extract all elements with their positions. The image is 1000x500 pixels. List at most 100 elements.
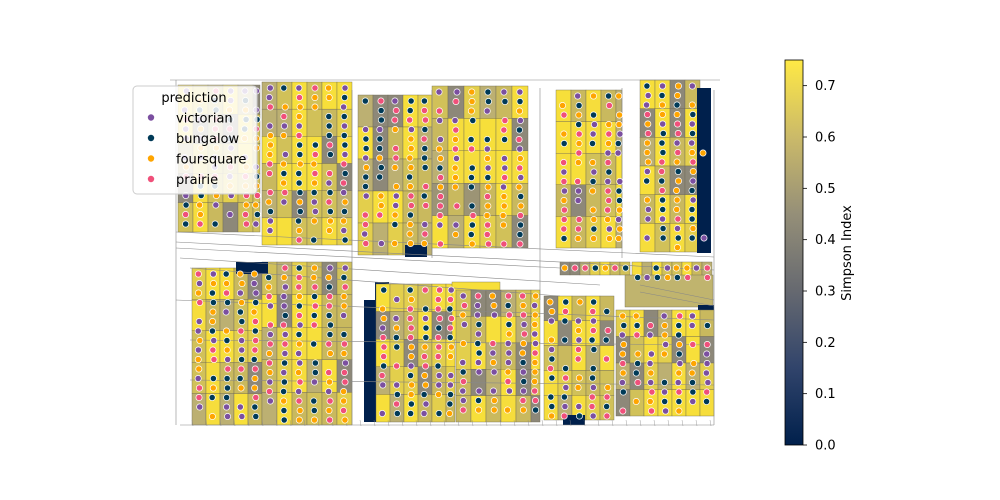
house-point bbox=[361, 230, 369, 238]
house-point bbox=[560, 159, 568, 166]
house-point bbox=[362, 192, 370, 200]
house-point bbox=[420, 410, 428, 417]
house-point bbox=[648, 388, 656, 396]
house-point bbox=[361, 97, 369, 105]
house-point bbox=[504, 340, 512, 347]
house-point bbox=[310, 274, 318, 281]
house-point bbox=[435, 145, 443, 153]
street-line bbox=[373, 419, 376, 427]
house-point bbox=[689, 398, 697, 405]
house-point bbox=[590, 235, 598, 242]
legend-title: prediction bbox=[161, 91, 226, 106]
colorbar: 0.0 0.1 0.2 0.3 0.4 0.5 0.6 0.7 Simpson Index bbox=[784, 59, 855, 454]
house-point bbox=[632, 369, 640, 377]
house-point bbox=[266, 151, 274, 158]
house-point bbox=[226, 211, 234, 218]
house-point bbox=[659, 206, 667, 213]
house-point bbox=[407, 192, 415, 200]
legend-label-victorian: victorian bbox=[176, 112, 233, 127]
parcel bbox=[445, 339, 456, 368]
house-point bbox=[251, 346, 259, 354]
house-point bbox=[634, 274, 642, 281]
street-line bbox=[569, 419, 572, 427]
house-point bbox=[422, 202, 430, 209]
house-point bbox=[574, 346, 582, 353]
house-point bbox=[393, 296, 401, 303]
house-point bbox=[280, 160, 288, 168]
house-point bbox=[703, 350, 711, 358]
house-point bbox=[659, 130, 667, 137]
house-point bbox=[560, 235, 568, 242]
house-point bbox=[531, 378, 539, 385]
house-point bbox=[208, 413, 216, 420]
house-point bbox=[489, 359, 497, 366]
house-point bbox=[603, 393, 611, 401]
house-point bbox=[516, 155, 524, 162]
house-point bbox=[209, 375, 217, 382]
house-point bbox=[421, 154, 429, 162]
house-point bbox=[661, 398, 669, 405]
house-point bbox=[340, 369, 348, 376]
house-point bbox=[490, 311, 498, 319]
house-point bbox=[436, 164, 444, 172]
house-point bbox=[446, 324, 454, 332]
house-point bbox=[674, 215, 682, 223]
house-point bbox=[406, 107, 414, 114]
parcel bbox=[685, 336, 701, 364]
house-point bbox=[311, 208, 319, 215]
house-point bbox=[253, 211, 261, 218]
house-point bbox=[195, 289, 202, 297]
house-point bbox=[520, 340, 527, 347]
house-point bbox=[500, 221, 507, 229]
house-point bbox=[265, 283, 273, 291]
house-point bbox=[575, 374, 583, 382]
house-point bbox=[421, 343, 429, 351]
house-point bbox=[675, 407, 683, 415]
street-line bbox=[175, 231, 715, 258]
house-point bbox=[421, 286, 429, 294]
house-point bbox=[603, 403, 611, 410]
house-point bbox=[340, 293, 348, 300]
house-point bbox=[435, 88, 443, 96]
house-point bbox=[531, 311, 539, 319]
house-point bbox=[516, 145, 524, 153]
house-point bbox=[516, 126, 523, 134]
house-point bbox=[325, 283, 333, 291]
house-point bbox=[208, 289, 216, 297]
street-line bbox=[429, 419, 432, 427]
house-point bbox=[266, 160, 274, 168]
house-point bbox=[517, 202, 525, 210]
house-point bbox=[658, 187, 666, 194]
house-point bbox=[420, 240, 428, 247]
house-point bbox=[340, 331, 348, 338]
house-point bbox=[519, 397, 527, 404]
house-point bbox=[590, 225, 598, 233]
house-point bbox=[483, 231, 491, 238]
house-point bbox=[325, 388, 333, 395]
house-point bbox=[266, 227, 274, 234]
street-line bbox=[471, 419, 474, 427]
house-point bbox=[644, 130, 652, 137]
house-point bbox=[459, 368, 467, 376]
house-point bbox=[575, 216, 583, 223]
house-point bbox=[422, 315, 429, 322]
house-point bbox=[281, 312, 289, 319]
house-point bbox=[689, 168, 697, 175]
house-point bbox=[688, 120, 696, 128]
house-point bbox=[407, 353, 415, 360]
house-point bbox=[547, 336, 555, 344]
house-point bbox=[590, 216, 598, 223]
house-point bbox=[589, 130, 597, 138]
house-point bbox=[659, 82, 666, 90]
house-point bbox=[699, 149, 707, 157]
house-point bbox=[325, 198, 333, 206]
house-point bbox=[280, 113, 288, 120]
house-point bbox=[548, 308, 556, 315]
parcel bbox=[500, 316, 517, 343]
house-point bbox=[519, 368, 527, 376]
house-point bbox=[236, 403, 244, 411]
house-point bbox=[341, 208, 348, 215]
street-line bbox=[457, 419, 460, 427]
house-point bbox=[224, 384, 231, 392]
house-point bbox=[604, 384, 612, 391]
